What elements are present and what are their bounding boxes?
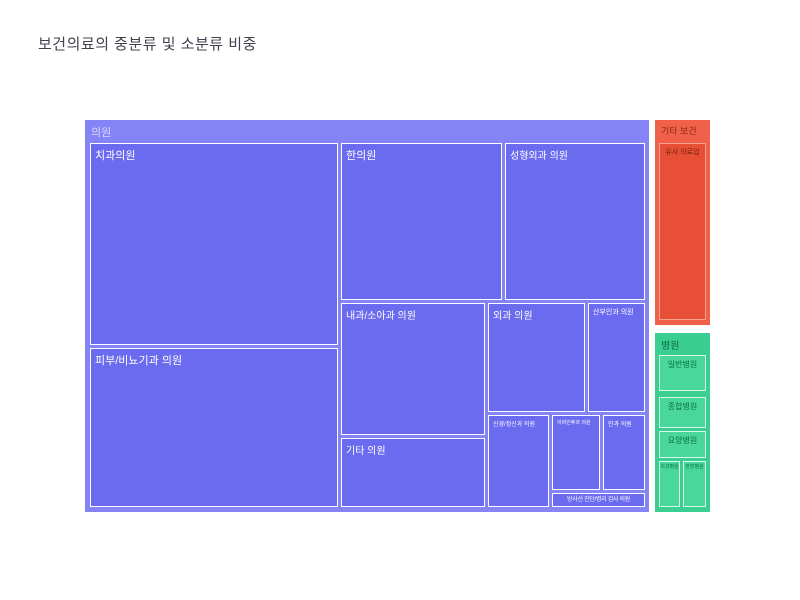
tile-plastic-surgery-clinic[interactable]: 성형외과 의원 [505, 143, 645, 300]
tile-ent-clinic[interactable]: 이비인후과 의원 [552, 415, 600, 490]
tile-korean-medicine-clinic-label: 한의원 [346, 150, 377, 162]
tile-comprehensive-hospital[interactable]: 종합병원 [659, 397, 706, 428]
tile-similar-medical-business[interactable]: 유사 의료업 [659, 143, 706, 320]
tile-other-clinic-label: 기타 의원 [346, 446, 386, 457]
group-hospitals[interactable]: 병원 일반병원 종합병원 요양병원 치과병원 한방병원 [655, 333, 710, 512]
tile-ophthalmology-clinic[interactable]: 안과 의원 [603, 415, 645, 490]
tile-general-hospital-label: 일반병원 [667, 360, 698, 369]
tile-nursing-hospital-label: 요양병원 [667, 436, 698, 445]
tile-ophthalmology-clinic-label: 안과 의원 [608, 422, 632, 428]
tile-dermatology-urology-clinic[interactable]: 피부/비뇨기과 의원 [90, 348, 338, 507]
tile-similar-medical-business-label: 유사 의료업 [665, 149, 700, 156]
tile-internal-pediatrics-clinic[interactable]: 내과/소아과 의원 [341, 303, 485, 435]
group-hospitals-label: 병원 [661, 341, 680, 352]
tile-surgery-clinic[interactable]: 외과 의원 [488, 303, 585, 412]
tile-ent-clinic-label: 이비인후과 의원 [557, 420, 591, 426]
tile-neuro-psychiatry-clinic[interactable]: 신경/정신과 의원 [488, 415, 549, 507]
tile-dermatology-urology-clinic-label: 피부/비뇨기과 의원 [95, 355, 183, 367]
tile-nursing-hospital[interactable]: 요양병원 [659, 431, 706, 458]
tile-other-clinic[interactable]: 기타 의원 [341, 438, 485, 507]
tile-obgyn-clinic[interactable]: 산부인과 의원 [588, 303, 645, 412]
tile-dental-hospital-label: 치과병원 [660, 464, 679, 470]
tile-dental-clinic[interactable]: 치과의원 [90, 143, 338, 345]
tile-internal-pediatrics-clinic-label: 내과/소아과 의원 [346, 311, 416, 322]
tile-radiology-pathology-clinic[interactable]: 방사선 진단/병리 검사 의원 [552, 493, 645, 507]
page-title: 보건의료의 중분류 및 소분류 비중 [38, 36, 257, 53]
tile-general-hospital[interactable]: 일반병원 [659, 355, 706, 391]
tile-surgery-clinic-label: 외과 의원 [493, 311, 533, 322]
tile-plastic-surgery-clinic-label: 성형외과 의원 [510, 151, 568, 162]
group-clinics[interactable]: 의원 치과의원 피부/비뇨기과 의원 한의원 내과/소아과 의원 기타 의원 성… [85, 120, 649, 512]
tile-korean-medicine-hospital[interactable]: 한방병원 [683, 461, 706, 507]
group-clinics-label: 의원 [91, 127, 112, 139]
group-other-health-label: 기타 보건 [661, 126, 697, 136]
tile-korean-medicine-clinic[interactable]: 한의원 [341, 143, 502, 300]
tile-radiology-pathology-clinic-label: 방사선 진단/병리 검사 의원 [567, 497, 630, 503]
tile-obgyn-clinic-label: 산부인과 의원 [593, 309, 634, 316]
tile-neuro-psychiatry-clinic-label: 신경/정신과 의원 [493, 422, 535, 428]
tile-dental-hospital[interactable]: 치과병원 [659, 461, 680, 507]
tile-comprehensive-hospital-label: 종합병원 [667, 402, 698, 411]
group-other-health[interactable]: 기타 보건 유사 의료업 [655, 120, 710, 325]
tile-korean-medicine-hospital-label: 한방병원 [685, 464, 704, 470]
tile-dental-clinic-label: 치과의원 [95, 150, 136, 162]
